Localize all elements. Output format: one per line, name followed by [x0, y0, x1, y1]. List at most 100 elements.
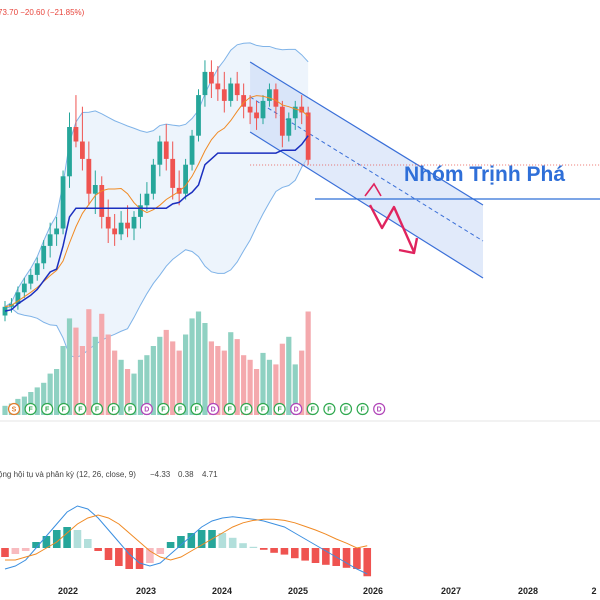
badge-circle	[140, 402, 153, 416]
candle	[112, 214, 118, 246]
volume-bar	[189, 318, 195, 415]
badge-circle	[124, 402, 137, 416]
channel-bottom	[249, 131, 484, 279]
badge-d: D	[207, 402, 220, 416]
volume-bar	[86, 309, 92, 415]
badge-circle	[290, 402, 303, 416]
badge-letter: F	[344, 407, 349, 414]
badge-letter: D	[211, 407, 216, 414]
candle-body	[41, 245, 47, 264]
volume-bar	[195, 311, 202, 415]
candle	[105, 199, 111, 243]
volume-bar	[273, 364, 279, 415]
badge-f: F	[24, 402, 37, 416]
candle-body	[138, 205, 143, 217]
badge-circle	[273, 402, 286, 416]
badge-circle	[207, 402, 220, 416]
macd-histogram-bar	[21, 548, 30, 551]
macd-histogram-bar	[249, 546, 258, 548]
volume-bar	[260, 352, 266, 415]
arrow-tip	[364, 182, 382, 197]
macd-histogram-bar	[84, 539, 92, 548]
moving-averages	[4, 95, 309, 312]
macd-histogram-bar	[239, 543, 247, 548]
candle	[234, 71, 240, 101]
macd-line	[4, 505, 368, 575]
volume-bar	[2, 405, 8, 415]
candle	[28, 269, 34, 290]
candle-body	[105, 216, 111, 229]
macd-value-1: −4.33	[150, 470, 171, 479]
macd-histogram-bar	[11, 548, 20, 554]
candle-body	[215, 83, 221, 90]
badge-circle	[173, 402, 187, 416]
bollinger-fill	[5, 42, 309, 358]
volume-bars	[2, 309, 311, 415]
candle-body	[228, 83, 234, 101]
volume-bar	[215, 346, 221, 415]
macd-histogram-bar	[146, 548, 154, 563]
candle	[241, 83, 247, 119]
candle	[254, 100, 259, 130]
macd-histogram-bar	[301, 548, 309, 561]
badge-letter: F	[128, 407, 133, 414]
macd-histogram-bar	[94, 548, 102, 551]
volume-bar	[41, 382, 47, 415]
volume-bar	[21, 396, 27, 415]
volume-bar	[137, 359, 144, 415]
candle-body	[144, 193, 150, 206]
candle	[215, 66, 221, 101]
candle	[47, 222, 53, 258]
candle	[228, 77, 234, 107]
x-tick-label: 2	[591, 586, 596, 596]
badge-s: S	[7, 402, 21, 416]
x-tick-label: 2022	[58, 586, 78, 596]
macd-histogram-bar	[311, 548, 320, 563]
badge-letter: F	[277, 407, 282, 414]
volume-bar	[266, 359, 273, 415]
candle	[221, 71, 227, 113]
candle-body	[131, 216, 137, 229]
badge-d: D	[290, 402, 303, 416]
macd-histogram-bar	[218, 533, 227, 548]
candle-body	[241, 95, 247, 107]
badge-letter: F	[161, 407, 166, 414]
badge-circle	[7, 402, 21, 416]
macd-histogram-bar	[259, 548, 268, 550]
badge-circle	[24, 402, 37, 416]
badge-circle	[256, 402, 270, 416]
candle	[34, 257, 40, 281]
badge-letter: F	[62, 407, 67, 414]
candle-body	[125, 222, 130, 229]
badge-circle	[306, 402, 319, 416]
candle	[99, 176, 105, 229]
candle-body	[189, 135, 195, 165]
price-change-header: 73.70 −20.60 (−21.85%)	[0, 8, 85, 17]
candle-body	[286, 118, 292, 136]
volume-bar	[131, 373, 137, 415]
badge-letter: F	[261, 407, 266, 414]
badge-letter: F	[95, 407, 100, 414]
candle	[118, 211, 124, 241]
badge-f: F	[173, 402, 187, 416]
badge-d: D	[373, 402, 386, 416]
macd-histogram-bar	[63, 527, 71, 548]
volume-bar	[34, 387, 40, 415]
candle-body	[157, 141, 163, 165]
volume-bar	[170, 341, 176, 415]
volume-bar	[157, 336, 163, 415]
badge-f: F	[339, 402, 353, 416]
baseline-navy	[4, 135, 309, 312]
candle	[260, 95, 266, 125]
candle	[170, 141, 176, 200]
volume-bar	[144, 355, 150, 415]
candle	[125, 205, 130, 238]
candle	[292, 100, 298, 130]
badge-letter: F	[45, 407, 50, 414]
candle	[163, 124, 169, 171]
volume-bar	[47, 373, 53, 415]
badge-f: F	[356, 402, 369, 416]
macd-histogram-bar	[177, 536, 185, 548]
badge-letter: S	[12, 407, 17, 414]
